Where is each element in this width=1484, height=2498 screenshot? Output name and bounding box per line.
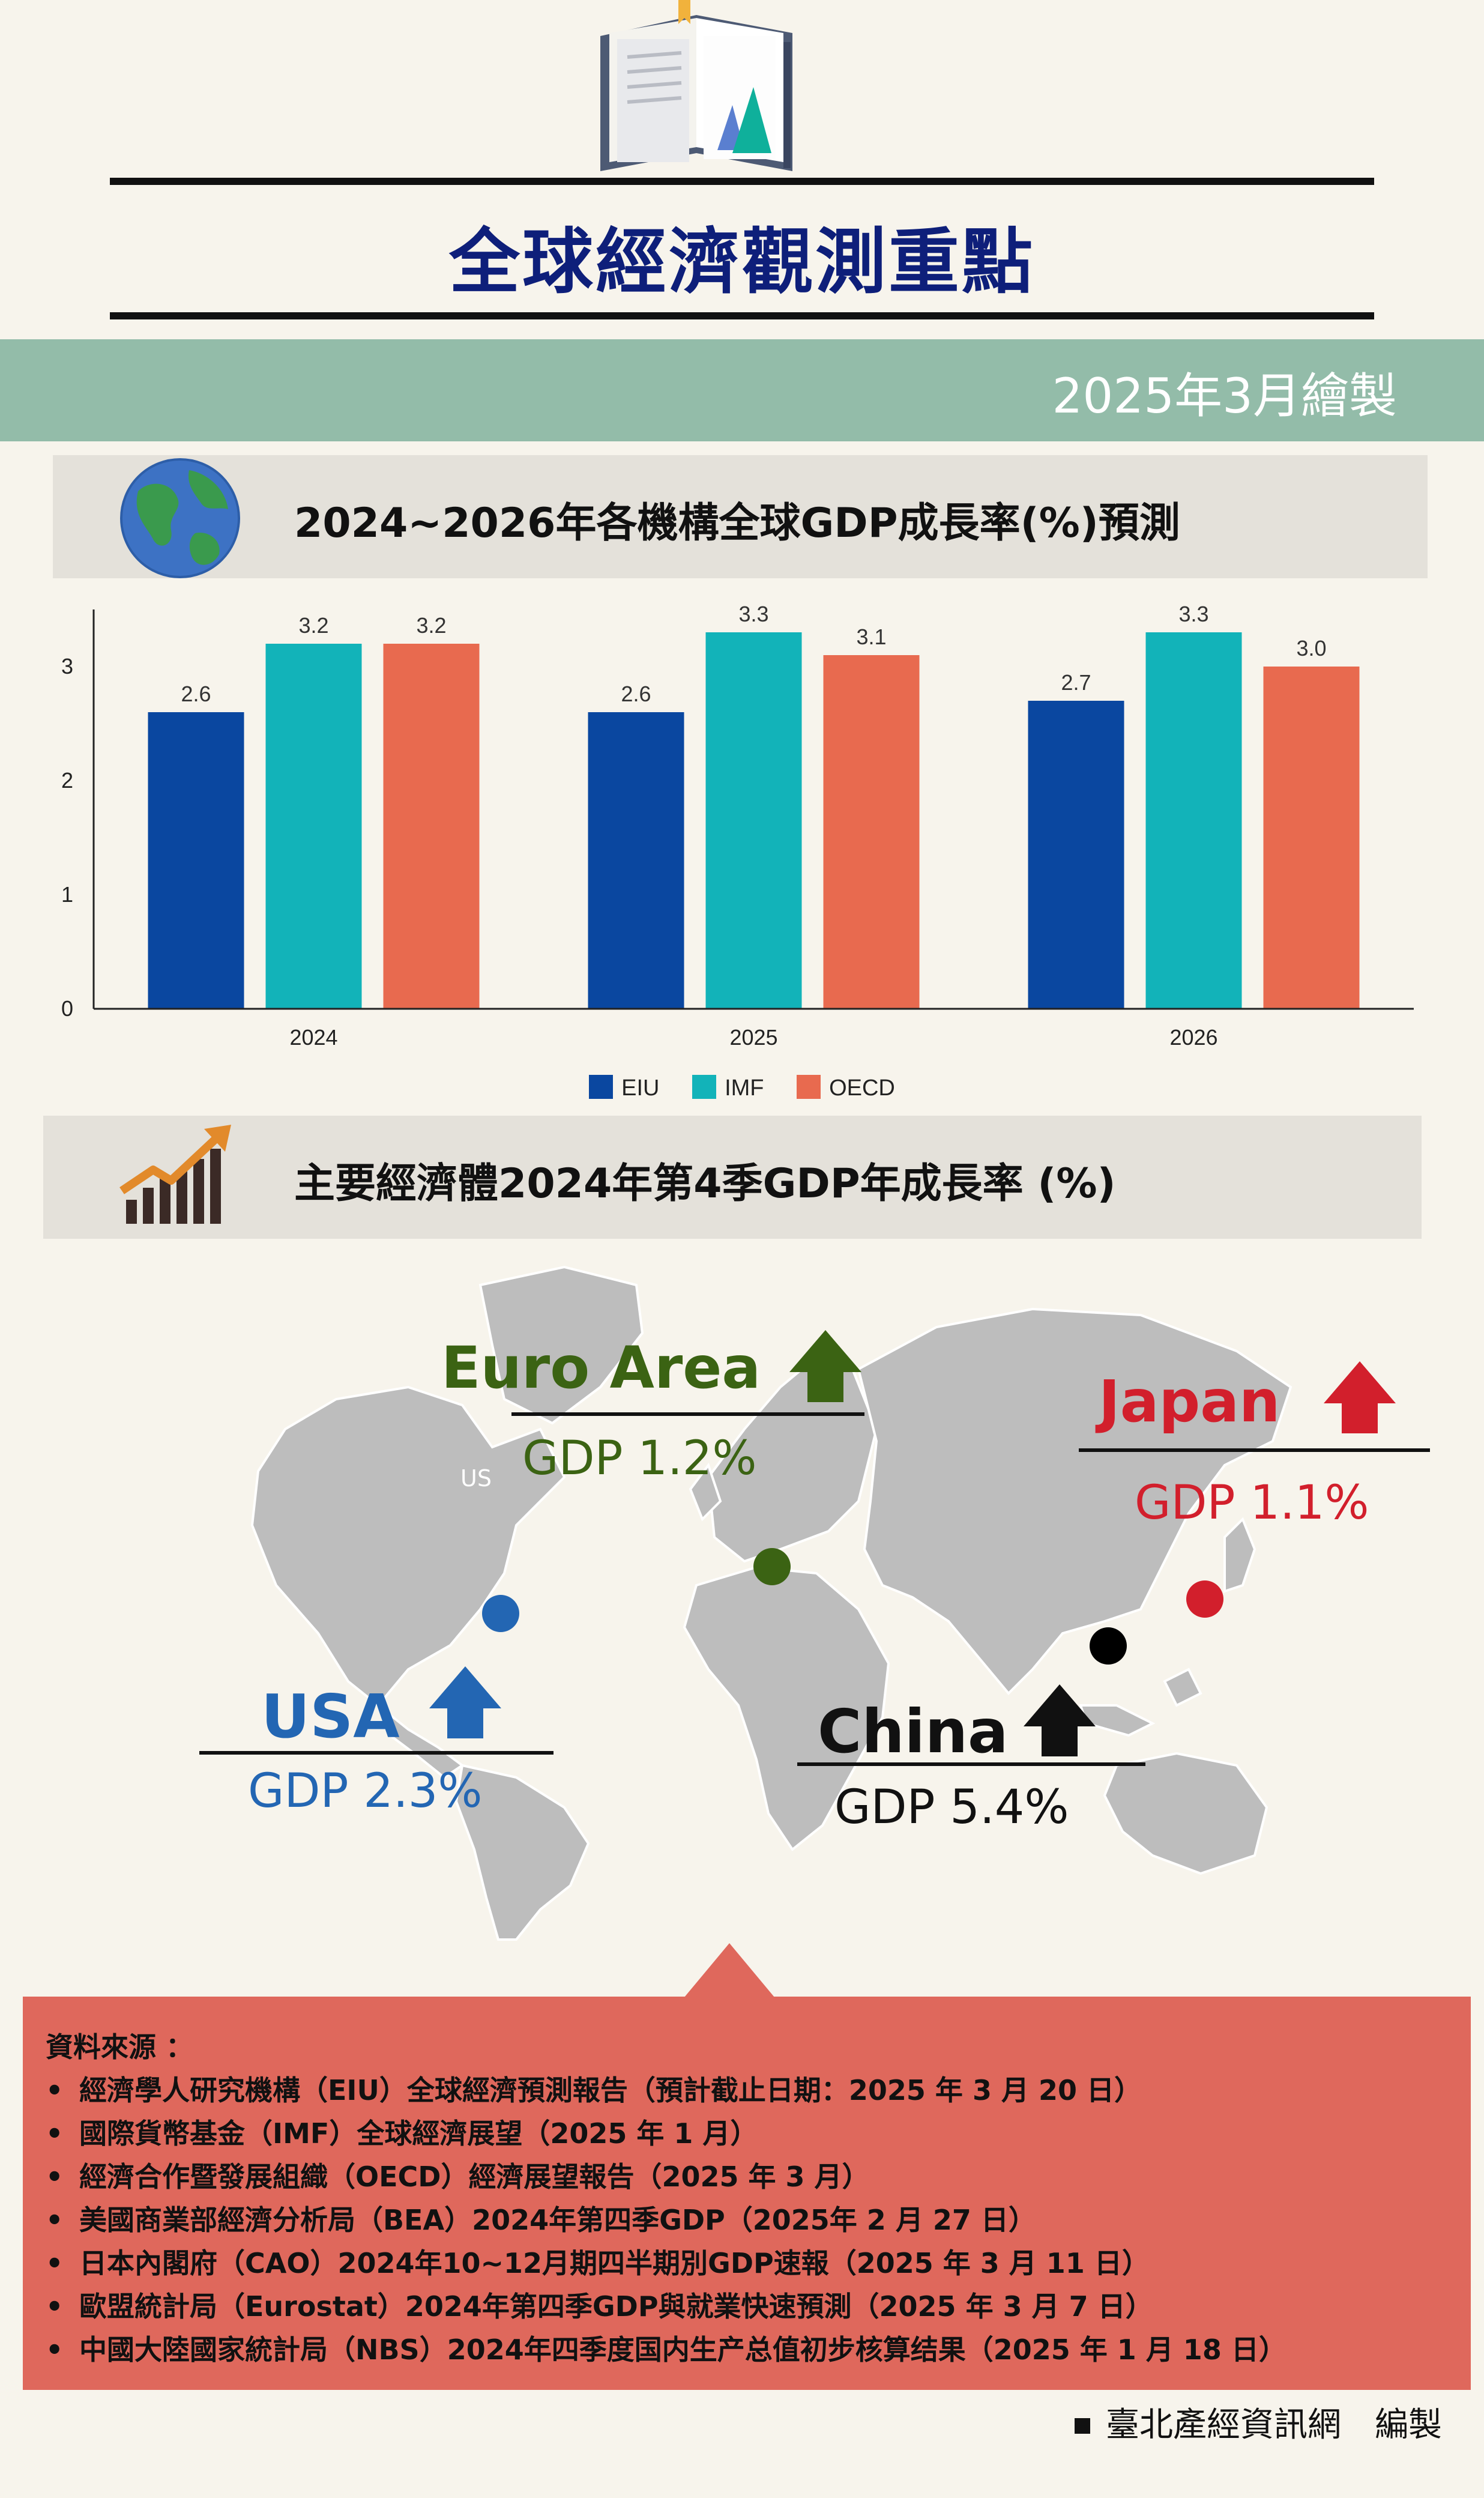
data-label-eiu-2024: 2.6 bbox=[181, 682, 211, 706]
source-item: 日本內閣府（CAO）2024年10~12月期四半期別GDP速報（2025 年 3… bbox=[46, 2242, 1286, 2285]
usa-location-dot bbox=[482, 1595, 519, 1632]
legend-item-oecd: OECD bbox=[797, 1075, 895, 1101]
legend-item-imf: IMF bbox=[692, 1075, 764, 1101]
usa-name: USA bbox=[261, 1681, 400, 1752]
data-label-imf-2024: 3.2 bbox=[298, 613, 328, 638]
bar-oecd-2025 bbox=[823, 655, 920, 1009]
japan-name: Japan bbox=[1099, 1368, 1280, 1435]
euro-area-up-arrow-icon bbox=[789, 1330, 861, 1402]
source-item: 中國大陸國家統計局（NBS）2024年四季度国内生产总值初步核算结果（2025 … bbox=[46, 2328, 1286, 2371]
japan-gdp: GDP 1.1% bbox=[1135, 1476, 1369, 1530]
usa-up-arrow-icon bbox=[429, 1666, 501, 1738]
japan-underline bbox=[1079, 1448, 1430, 1452]
x-tick-label-2026: 2026 bbox=[1169, 1025, 1217, 1050]
source-item: 經濟合作暨發展組織（OECD）經濟展望報告（2025 年 3 月） bbox=[46, 2155, 1286, 2198]
legend-label-eiu: EIU bbox=[621, 1075, 660, 1101]
legend-swatch-imf bbox=[692, 1075, 717, 1099]
data-label-oecd-2024: 3.2 bbox=[416, 613, 446, 638]
y-tick-label-1: 1 bbox=[61, 882, 73, 907]
bar-oecd-2026 bbox=[1263, 667, 1360, 1009]
page-title: 全球經濟觀測重點 bbox=[448, 220, 1035, 303]
section-q4-gdp-title: 主要經濟體2024年第4季GDP年成長率 (%) bbox=[294, 1160, 1116, 1208]
japan-location-dot bbox=[1186, 1580, 1223, 1618]
x-tick-label-2025: 2025 bbox=[729, 1025, 777, 1050]
data-label-imf-2026: 3.3 bbox=[1178, 602, 1208, 626]
y-tick-label-0: 0 bbox=[61, 996, 73, 1021]
book-chart-icon bbox=[600, 0, 792, 171]
sources-heading: 資料來源 ： bbox=[46, 2031, 194, 2063]
data-label-imf-2025: 3.3 bbox=[738, 602, 768, 626]
world-map bbox=[250, 1265, 1292, 1941]
legend-label-oecd: OECD bbox=[829, 1075, 895, 1101]
data-label-eiu-2025: 2.6 bbox=[621, 682, 651, 706]
bar-imf-2024 bbox=[265, 644, 362, 1009]
x-tick-label-2024: 2024 bbox=[289, 1025, 337, 1050]
sources-pointer bbox=[684, 1943, 774, 1997]
section-gdp-forecast-title: 2024~2026年各機構全球GDP成長率(%)預測 bbox=[294, 500, 1180, 547]
china-gdp: GDP 5.4% bbox=[834, 1780, 1069, 1834]
legend-swatch-oecd bbox=[797, 1075, 821, 1099]
sources-list: 經濟學人研究機構（EIU）全球經濟預測報告（預計截止日期：2025 年 3 月 … bbox=[46, 2069, 1286, 2371]
title-bottom-rule bbox=[110, 312, 1374, 319]
euro-area-name: Euro Area bbox=[441, 1334, 761, 1402]
gdp-forecast-chart: 2.6 3.2 3.2 2.6 3.3 3.1 2.7 3.3 3.0 2024 2025 2026… bbox=[61, 602, 1414, 1050]
source-item: 國際貨幣基金（IMF）全球經濟展望（2025 年 1 月） bbox=[46, 2112, 1286, 2155]
legend-label-imf: IMF bbox=[725, 1075, 764, 1101]
bar-imf-2025 bbox=[705, 632, 802, 1009]
title-top-rule bbox=[110, 178, 1374, 185]
us-map-label: US bbox=[460, 1465, 492, 1492]
legend-item-eiu: EIU bbox=[589, 1075, 660, 1101]
bar-eiu-2024 bbox=[148, 712, 244, 1009]
y-tick-label-2: 2 bbox=[61, 768, 73, 793]
growth-chart-icon bbox=[119, 1125, 231, 1224]
source-item: 美國商業部經濟分析局（BEA）2024年第四季GDP（2025年 2 月 27 … bbox=[46, 2198, 1286, 2242]
source-item: 歐盟統計局（Eurostat）2024年第四季GDP與就業快速預測（2025 年… bbox=[46, 2285, 1286, 2328]
footer-text: 臺北產經資訊網 編製 bbox=[1106, 2406, 1442, 2445]
euro-area-underline bbox=[511, 1412, 864, 1416]
euro-area-location-dot bbox=[753, 1548, 791, 1585]
footer-square-icon bbox=[1075, 2418, 1090, 2434]
date-label: 2025年3月繪製 bbox=[1052, 368, 1398, 424]
legend-swatch-eiu bbox=[589, 1075, 614, 1099]
date-band: 2025年3月繪製 bbox=[0, 339, 1484, 441]
china-name: China bbox=[818, 1696, 1009, 1767]
sources-box: 資料來源 ： 經濟學人研究機構（EIU）全球經濟預測報告（預計截止日期：2025… bbox=[23, 1997, 1471, 2390]
usa-underline bbox=[199, 1751, 553, 1755]
euro-area-gdp: GDP 1.2% bbox=[522, 1432, 757, 1486]
footer-credit: 臺北產經資訊網 編製 bbox=[1075, 2398, 1442, 2446]
china-location-dot bbox=[1090, 1627, 1127, 1665]
data-label-oecd-2025: 3.1 bbox=[856, 624, 886, 649]
chart-legend: EIU IMF OECD bbox=[0, 1075, 1484, 1101]
data-label-oecd-2026: 3.0 bbox=[1296, 636, 1326, 661]
usa-gdp: GDP 2.3% bbox=[248, 1764, 483, 1818]
section-gdp-forecast-header bbox=[53, 455, 1428, 578]
bar-eiu-2026 bbox=[1028, 701, 1124, 1009]
bar-eiu-2025 bbox=[588, 712, 684, 1009]
china-underline bbox=[797, 1762, 1145, 1766]
section-q4-gdp-header bbox=[43, 1116, 1422, 1239]
y-tick-label-3: 3 bbox=[61, 654, 73, 679]
japan-up-arrow-icon bbox=[1324, 1361, 1396, 1433]
china-up-arrow-icon bbox=[1024, 1684, 1096, 1756]
data-label-eiu-2026: 2.7 bbox=[1061, 670, 1091, 695]
source-item: 經濟學人研究機構（EIU）全球經濟預測報告（預計截止日期：2025 年 3 月 … bbox=[46, 2069, 1286, 2112]
globe-icon bbox=[120, 458, 240, 578]
bar-imf-2026 bbox=[1145, 632, 1242, 1009]
bar-oecd-2024 bbox=[383, 644, 480, 1009]
